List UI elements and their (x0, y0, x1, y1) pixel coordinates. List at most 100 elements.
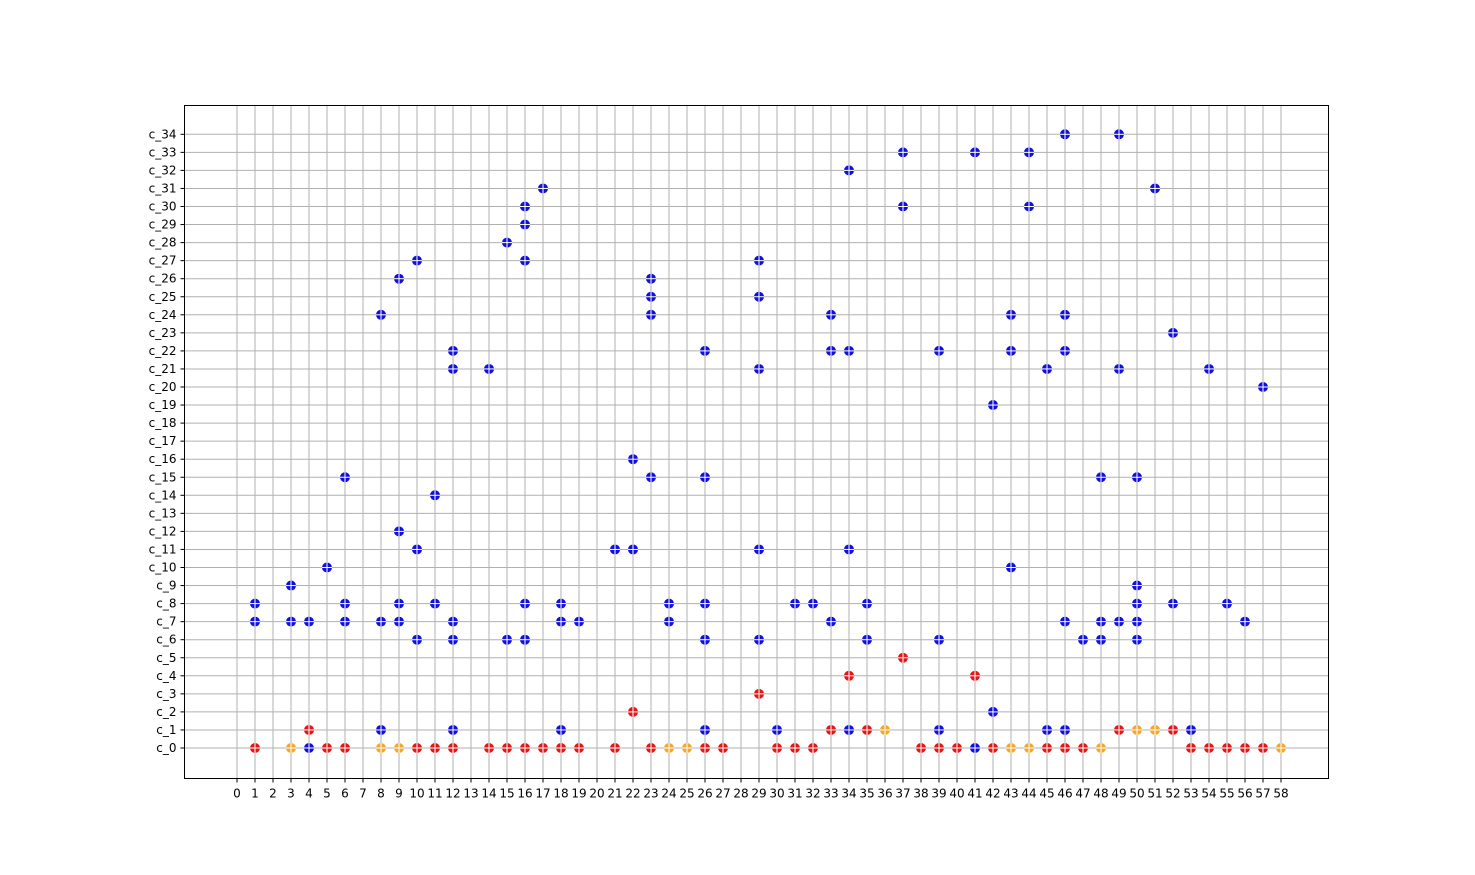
data-point-blue (754, 544, 764, 555)
data-point-red (934, 743, 944, 753)
data-point-blue (754, 363, 764, 374)
x-tick-label: 24 (661, 787, 676, 801)
grid (184, 105, 1329, 779)
y-tick-label: c_34 (149, 127, 177, 141)
data-point-red (520, 743, 530, 753)
data-point-blue (988, 400, 998, 411)
data-point-blue (1150, 183, 1160, 194)
data-point-blue (844, 345, 854, 356)
data-point-red (700, 743, 710, 753)
y-tick-label: c_31 (149, 181, 177, 195)
data-point-red (790, 743, 800, 753)
data-point-blue (754, 291, 764, 302)
data-point-blue (628, 454, 638, 465)
x-tick-label: 11 (427, 787, 442, 801)
data-point-blue (556, 724, 566, 735)
data-point-red (754, 688, 764, 699)
data-point-red (610, 743, 620, 753)
x-tick-label: 48 (1093, 787, 1108, 801)
data-point-blue (664, 598, 674, 609)
data-point-blue (988, 706, 998, 717)
data-point-orange (1096, 743, 1106, 753)
data-point-blue (1132, 472, 1142, 483)
y-tick-label: c_24 (149, 308, 177, 322)
data-point-blue (1132, 634, 1142, 645)
data-point-blue (430, 598, 440, 609)
data-point-blue (898, 201, 908, 212)
data-point-blue (394, 616, 404, 627)
data-point-blue (394, 598, 404, 609)
y-tick-label: c_22 (149, 344, 177, 358)
data-point-red (1240, 743, 1250, 753)
x-tick-label: 26 (697, 787, 712, 801)
data-point-blue (340, 598, 350, 609)
y-tick-label: c_2 (156, 705, 176, 719)
data-point-red (1258, 743, 1268, 753)
x-tick-label: 51 (1147, 787, 1162, 801)
x-tick-label: 6 (341, 787, 349, 801)
data-point-red (502, 743, 512, 753)
y-tick-label: c_32 (149, 163, 177, 177)
data-point-red (628, 706, 638, 717)
data-point-orange (1150, 724, 1160, 735)
data-point-red (1168, 724, 1178, 735)
data-point-red (826, 724, 836, 735)
data-point-blue (286, 580, 296, 591)
data-point-orange (664, 743, 674, 753)
data-point-red (952, 743, 962, 753)
y-tick-label: c_25 (149, 290, 177, 304)
data-point-blue (700, 472, 710, 483)
data-point-blue (862, 598, 872, 609)
data-point-blue (646, 309, 656, 320)
data-point-red (808, 743, 818, 753)
data-point-blue (772, 724, 782, 735)
y-tick-label: c_28 (149, 236, 177, 250)
y-tick-label: c_27 (149, 254, 177, 268)
y-tick-label: c_26 (149, 272, 177, 286)
data-point-blue (646, 472, 656, 483)
x-tick-label: 13 (463, 787, 478, 801)
data-point-blue (1114, 129, 1124, 140)
data-point-orange (394, 743, 404, 753)
y-tick-label: c_11 (149, 542, 177, 556)
data-point-blue (1132, 580, 1142, 591)
x-tick-label: 21 (607, 787, 622, 801)
x-tick-label: 31 (787, 787, 802, 801)
data-point-blue (448, 345, 458, 356)
x-tick-label: 25 (679, 787, 694, 801)
x-tick-label: 38 (913, 787, 928, 801)
data-point-blue (394, 526, 404, 537)
x-tick-label: 54 (1201, 787, 1216, 801)
data-point-blue (1060, 724, 1070, 735)
data-point-orange (286, 743, 296, 753)
data-point-red (646, 743, 656, 753)
data-point-blue (1114, 363, 1124, 374)
data-point-blue (628, 544, 638, 555)
x-tick-label: 56 (1237, 787, 1252, 801)
data-point-orange (880, 724, 890, 735)
x-tick-label: 17 (535, 787, 550, 801)
data-point-blue (520, 634, 530, 645)
x-tick-label: 36 (877, 787, 892, 801)
data-point-blue (1168, 598, 1178, 609)
data-point-blue (412, 544, 422, 555)
data-point-blue (844, 165, 854, 176)
data-point-blue (1024, 201, 1034, 212)
x-tick-label: 4 (305, 787, 313, 801)
x-tick-label: 49 (1111, 787, 1126, 801)
data-point-blue (304, 616, 314, 627)
data-point-blue (664, 616, 674, 627)
data-point-blue (646, 291, 656, 302)
data-point-red (1114, 724, 1124, 735)
data-point-blue (1096, 616, 1106, 627)
x-tick-label: 45 (1039, 787, 1054, 801)
x-tick-label: 20 (589, 787, 604, 801)
y-tick-label: c_9 (156, 579, 176, 593)
y-tick-label: c_16 (149, 452, 177, 466)
x-tick-label: 9 (395, 787, 403, 801)
data-point-blue (808, 598, 818, 609)
data-point-red (1204, 743, 1214, 753)
data-point-blue (556, 598, 566, 609)
y-axis-ticks: c_0 c_1 c_2 c_3 c_4 c_5 c_6 c_7 c_8 c_9 c_10 c_11 c_… (149, 127, 185, 755)
